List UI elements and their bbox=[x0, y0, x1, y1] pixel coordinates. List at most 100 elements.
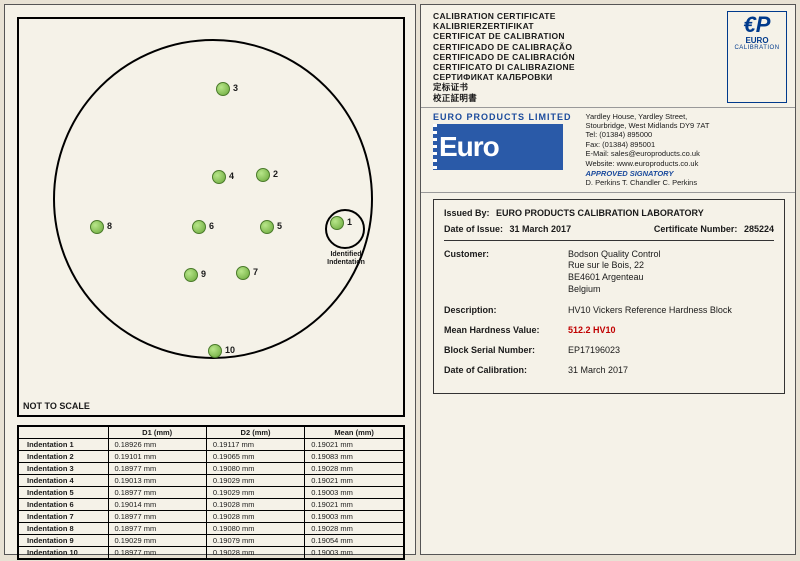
indentation-diagram: Identified Indentation 12345678910 NOT T… bbox=[17, 17, 405, 417]
table-row: Indentation 100.18977 mm0.19028 mm0.1900… bbox=[18, 547, 404, 560]
table-row: Indentation 40.19013 mm0.19029 mm0.19021… bbox=[18, 475, 404, 487]
cell-value: 0.19083 mm bbox=[305, 451, 404, 463]
company-name: EURO PRODUCTS LIMITED bbox=[433, 112, 572, 122]
indentation-dot-5 bbox=[260, 220, 274, 234]
mean-hardness-label: Mean Hardness Value: bbox=[444, 325, 564, 335]
cell-value: 0.19101 mm bbox=[108, 451, 206, 463]
certificate-title-line: 校正証明書 bbox=[433, 93, 575, 103]
indentation-dot-7 bbox=[236, 266, 250, 280]
indentation-dot-label-2: 2 bbox=[273, 169, 278, 179]
indentation-dot-label-3: 3 bbox=[233, 83, 238, 93]
indentation-dot-1 bbox=[330, 216, 344, 230]
indentation-dot-6 bbox=[192, 220, 206, 234]
certificate-header: CALIBRATION CERTIFICATEKALIBRIERZERTIFIK… bbox=[421, 5, 795, 108]
certificate-title-line: CERTIFICADO DE CALIBRACIÓN bbox=[433, 52, 575, 62]
cell-value: 0.19080 mm bbox=[206, 463, 304, 475]
identified-indentation-circle bbox=[325, 209, 365, 249]
left-page: Identified Indentation 12345678910 NOT T… bbox=[4, 4, 416, 555]
cell-value: 0.19079 mm bbox=[206, 535, 304, 547]
addr-line1: Yardley House, Yardley Street, bbox=[586, 112, 710, 121]
identified-indentation-label: Identified Indentation bbox=[321, 251, 371, 266]
not-to-scale-label: NOT TO SCALE bbox=[23, 401, 90, 411]
certificate-title-line: CERTIFICADO DE CALIBRAÇÃO bbox=[433, 42, 575, 52]
certificate-title-line: KALIBRIERZERTIFIKAT bbox=[433, 21, 575, 31]
cell-value: 0.19080 mm bbox=[206, 523, 304, 535]
euro-logo: Euro bbox=[433, 124, 563, 170]
addr-email: E-Mail: sales@europroducts.co.uk bbox=[586, 149, 710, 158]
right-page: CALIBRATION CERTIFICATEKALIBRIERZERTIFIK… bbox=[420, 4, 796, 555]
indentation-dot-8 bbox=[90, 220, 104, 234]
row-label: Indentation 8 bbox=[18, 523, 108, 535]
indentation-dot-4 bbox=[212, 170, 226, 184]
issued-by-label: Issued By: bbox=[444, 208, 490, 218]
indentation-dot-label-5: 5 bbox=[277, 221, 282, 231]
indentation-dot-10 bbox=[208, 344, 222, 358]
table-header: D1 (mm) bbox=[108, 426, 206, 439]
cell-value: 0.19028 mm bbox=[305, 523, 404, 535]
cell-value: 0.18977 mm bbox=[108, 547, 206, 560]
cell-value: 0.19029 mm bbox=[206, 475, 304, 487]
issued-by-value: EURO PRODUCTS CALIBRATION LABORATORY bbox=[496, 208, 704, 218]
cell-value: 0.18977 mm bbox=[108, 487, 206, 499]
addr-fax: Fax: (01384) 895001 bbox=[586, 140, 710, 149]
calibration-date-label: Date of Calibration: bbox=[444, 365, 564, 375]
table-row: Indentation 70.18977 mm0.19028 mm0.19003… bbox=[18, 511, 404, 523]
table-header: D2 (mm) bbox=[206, 426, 304, 439]
indentation-dot-2 bbox=[256, 168, 270, 182]
indentation-dot-label-10: 10 bbox=[225, 345, 235, 355]
customer-label: Customer: bbox=[444, 249, 564, 296]
indentation-table: D1 (mm)D2 (mm)Mean (mm) Indentation 10.1… bbox=[17, 425, 405, 560]
table-row: Indentation 20.19101 mm0.19065 mm0.19083… bbox=[18, 451, 404, 463]
row-label: Indentation 7 bbox=[18, 511, 108, 523]
calibration-date-value: 31 March 2017 bbox=[568, 365, 628, 375]
certificate-number-value: 285224 bbox=[744, 224, 774, 234]
badge-calibration: CALIBRATION bbox=[730, 45, 784, 51]
cell-value: 0.19028 mm bbox=[206, 547, 304, 560]
cell-value: 0.18926 mm bbox=[108, 439, 206, 451]
table-header bbox=[18, 426, 108, 439]
row-label: Indentation 1 bbox=[18, 439, 108, 451]
ep-logo-text: €P bbox=[730, 14, 784, 36]
indentation-dot-label-4: 4 bbox=[229, 171, 234, 181]
row-label: Indentation 2 bbox=[18, 451, 108, 463]
cell-value: 0.19021 mm bbox=[305, 499, 404, 511]
table-row: Indentation 80.18977 mm0.19080 mm0.19028… bbox=[18, 523, 404, 535]
row-label: Indentation 9 bbox=[18, 535, 108, 547]
serial-number-value: EP17196023 bbox=[568, 345, 620, 355]
approved-signatory-label: APPROVED SIGNATORY bbox=[586, 169, 710, 178]
certificate-title-line: 定标证书 bbox=[433, 82, 575, 92]
cell-value: 0.19028 mm bbox=[305, 463, 404, 475]
cell-value: 0.19117 mm bbox=[206, 439, 304, 451]
cell-value: 0.19021 mm bbox=[305, 439, 404, 451]
date-of-issue-label: Date of Issue: bbox=[444, 224, 503, 234]
cell-value: 0.19013 mm bbox=[108, 475, 206, 487]
block-outline-circle bbox=[53, 39, 373, 359]
table-row: Indentation 10.18926 mm0.19117 mm0.19021… bbox=[18, 439, 404, 451]
cell-value: 0.19021 mm bbox=[305, 475, 404, 487]
table-row: Indentation 60.19014 mm0.19028 mm0.19021… bbox=[18, 499, 404, 511]
cell-value: 0.19003 mm bbox=[305, 547, 404, 560]
cell-value: 0.18977 mm bbox=[108, 523, 206, 535]
addr-tel: Tel: (01384) 895000 bbox=[586, 130, 710, 139]
cell-value: 0.19003 mm bbox=[305, 487, 404, 499]
description-label: Description: bbox=[444, 305, 564, 315]
row-label: Indentation 4 bbox=[18, 475, 108, 487]
euro-calibration-badge: €P EURO CALIBRATION bbox=[727, 11, 787, 103]
signatory-names: D. Perkins T. Chandler C. Perkins bbox=[586, 178, 710, 187]
customer-line: Rue sur le Bois, 22 bbox=[568, 260, 661, 272]
indentation-dot-3 bbox=[216, 82, 230, 96]
company-info-bar: EURO PRODUCTS LIMITED Euro Yardley House… bbox=[421, 108, 795, 193]
row-label: Indentation 3 bbox=[18, 463, 108, 475]
indentation-dot-label-8: 8 bbox=[107, 221, 112, 231]
table-header: Mean (mm) bbox=[305, 426, 404, 439]
certificate-title-line: CERTIFICATO DI CALIBRAZIONE bbox=[433, 62, 575, 72]
indentation-dot-label-1: 1 bbox=[347, 217, 352, 227]
date-of-issue-value: 31 March 2017 bbox=[510, 224, 572, 234]
indentation-dot-9 bbox=[184, 268, 198, 282]
row-label: Indentation 5 bbox=[18, 487, 108, 499]
cell-value: 0.19028 mm bbox=[206, 499, 304, 511]
customer-line: Bodson Quality Control bbox=[568, 249, 661, 261]
indentation-dot-label-7: 7 bbox=[253, 267, 258, 277]
table-row: Indentation 30.18977 mm0.19080 mm0.19028… bbox=[18, 463, 404, 475]
certificate-title-line: СЕРТИФИКАТ КАЛБРОВКИ bbox=[433, 72, 575, 82]
